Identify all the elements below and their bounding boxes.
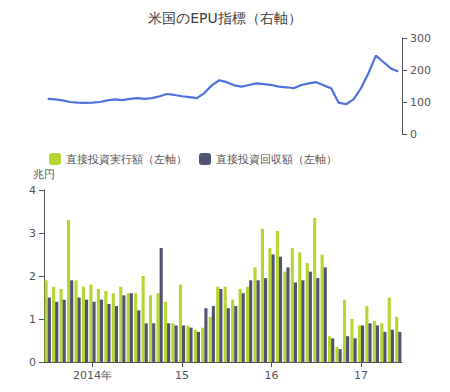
svg-text:直接投資実行額（左軸）: 直接投資実行額（左軸） — [66, 153, 187, 166]
svg-text:0: 0 — [410, 128, 417, 141]
svg-text:15: 15 — [175, 369, 189, 382]
svg-text:100: 100 — [410, 96, 431, 109]
svg-text:16: 16 — [264, 369, 278, 382]
svg-text:3: 3 — [29, 227, 36, 240]
svg-text:直接投資回収額（左軸）: 直接投資回収額（左軸） — [216, 153, 337, 166]
svg-text:17: 17 — [354, 369, 368, 382]
svg-text:2014年: 2014年 — [73, 369, 112, 382]
svg-text:1: 1 — [29, 313, 36, 326]
svg-text:300: 300 — [410, 32, 431, 45]
svg-text:200: 200 — [410, 64, 431, 77]
svg-text:0: 0 — [29, 356, 36, 369]
svg-text:4: 4 — [29, 184, 36, 197]
svg-text:2: 2 — [29, 270, 36, 283]
svg-text:米国のEPU指標（右軸）: 米国のEPU指標（右軸） — [148, 10, 302, 26]
svg-text:兆円: 兆円 — [33, 168, 55, 181]
